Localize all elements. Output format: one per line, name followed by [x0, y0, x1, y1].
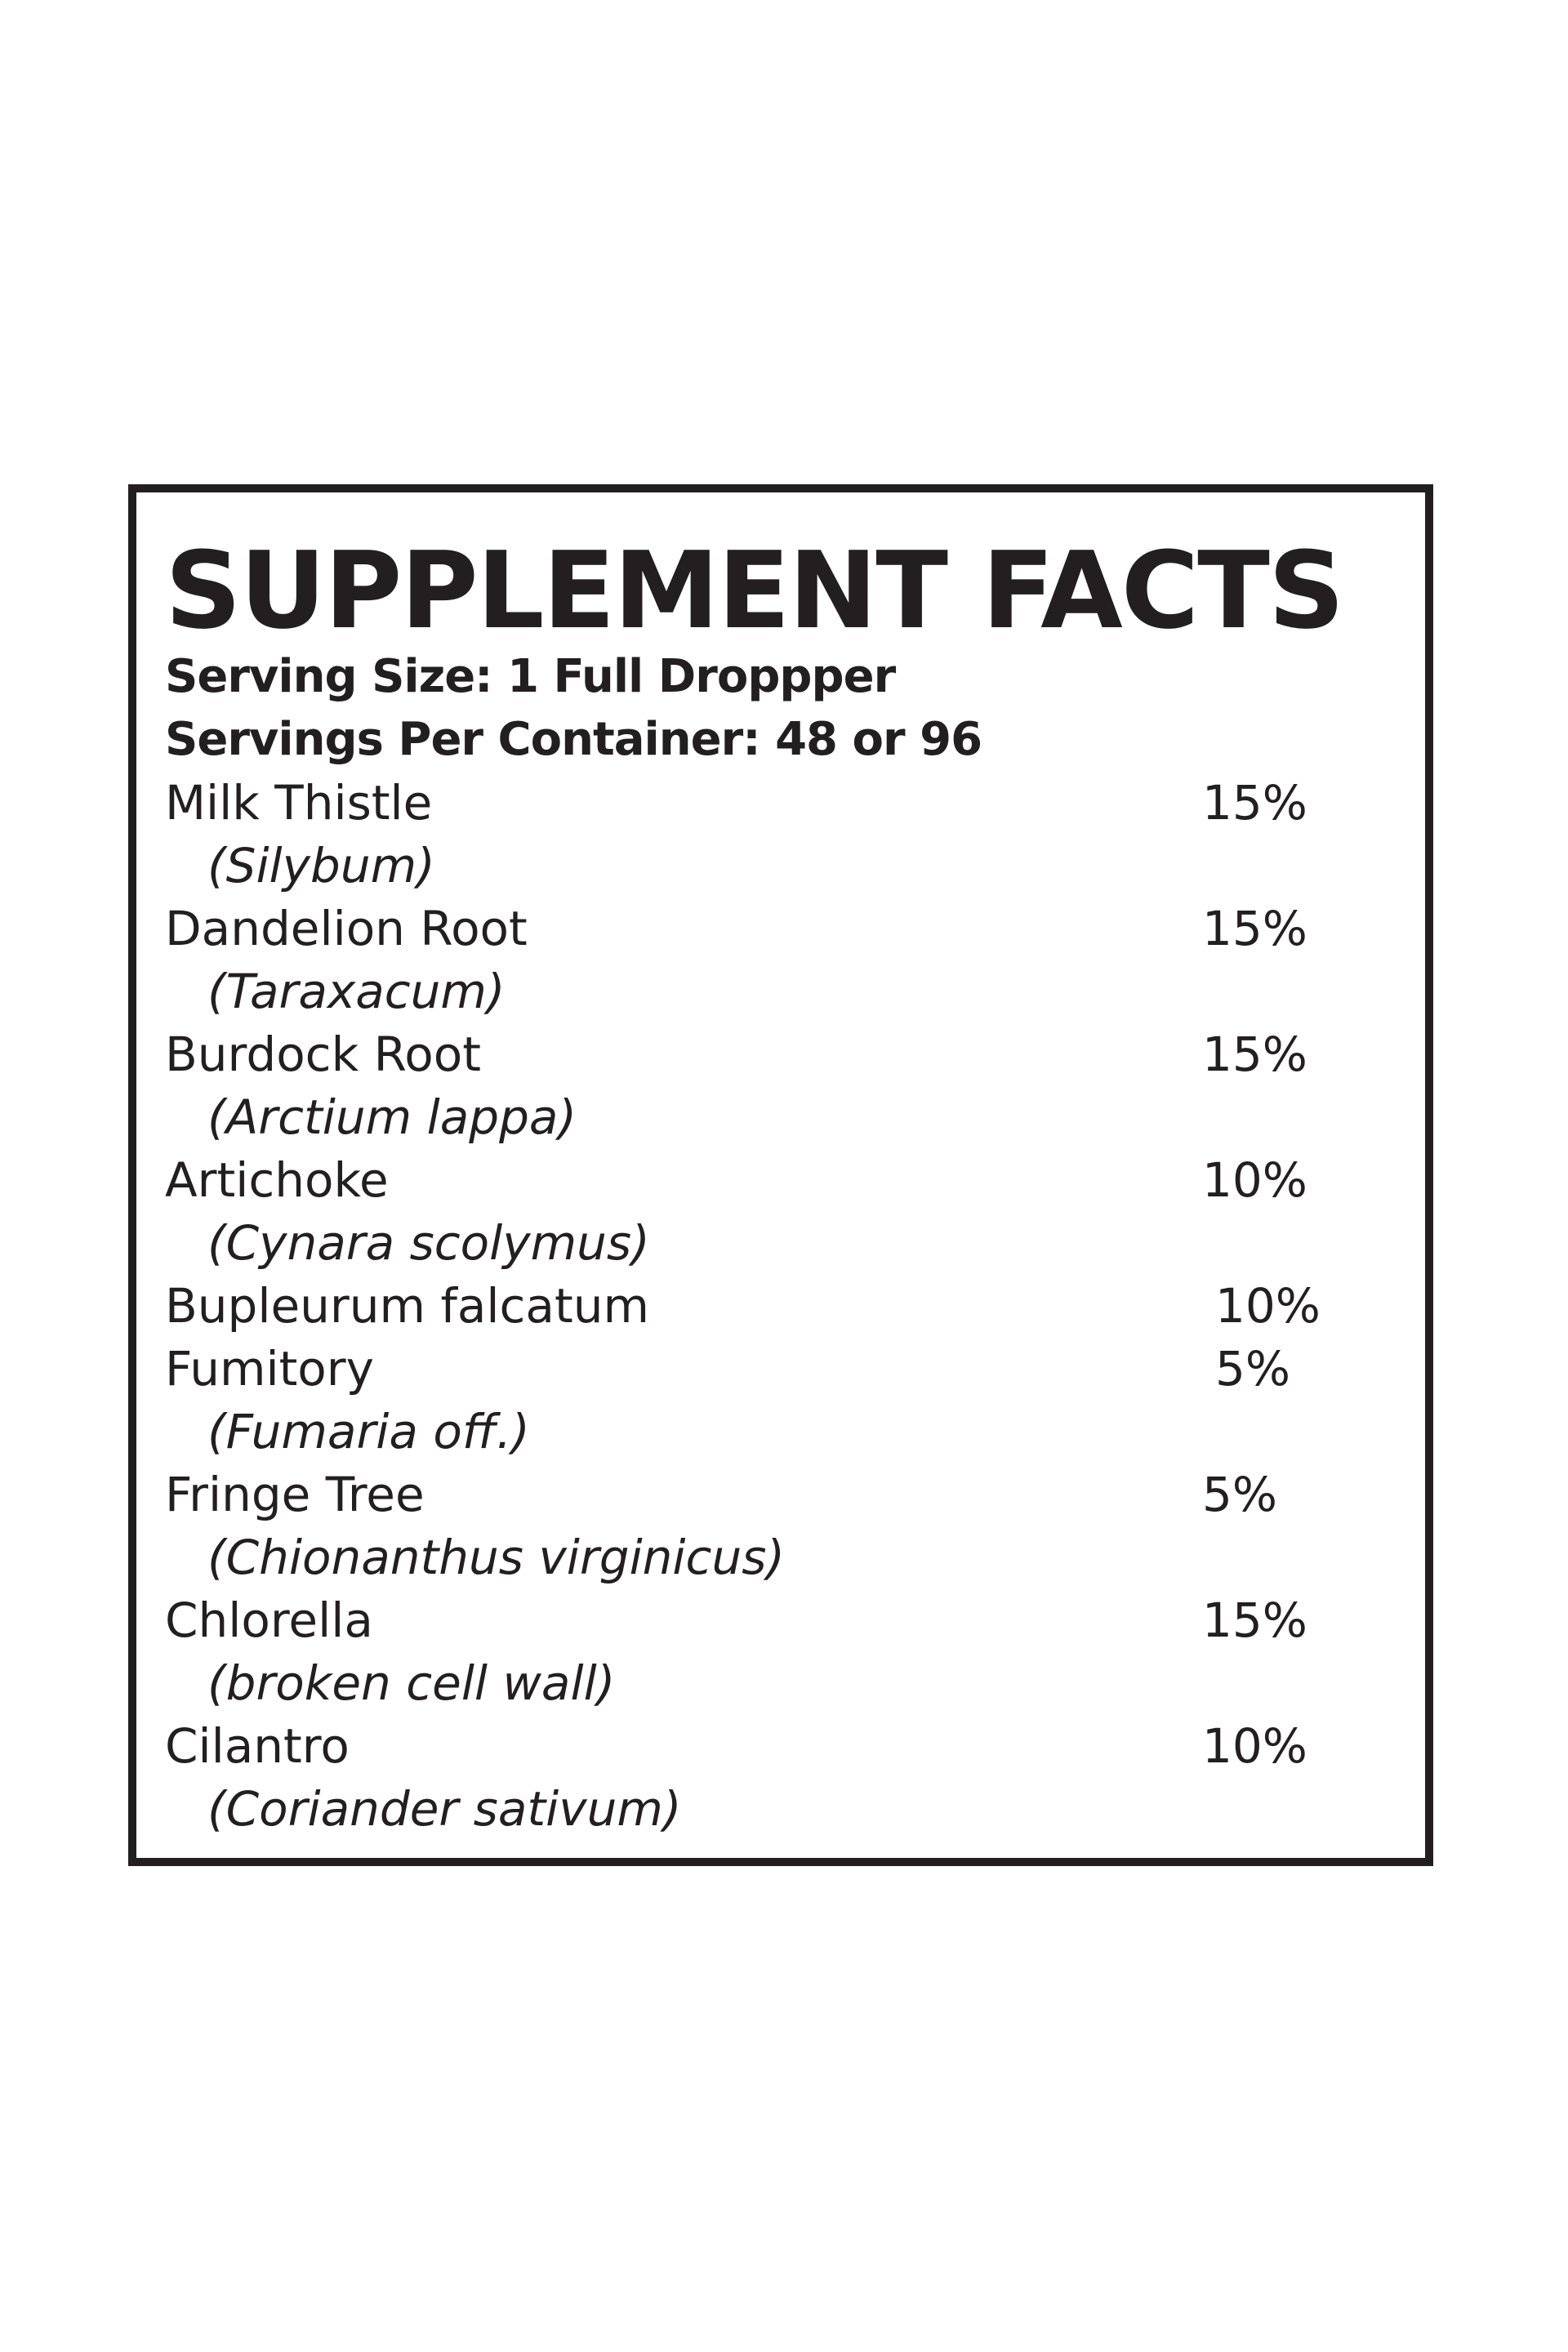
- ingredient-percent: 15%: [1202, 1592, 1307, 1648]
- ingredient-percent: 10%: [1202, 1718, 1307, 1774]
- ingredient-latin-row: (Taraxacum): [165, 960, 1390, 1023]
- ingredient-row: Burdock Root 15%: [165, 1023, 1390, 1086]
- ingredient-percent: 15%: [1202, 775, 1307, 831]
- ingredient-row: Artichoke 10%: [165, 1149, 1390, 1212]
- ingredient-latin-name: (broken cell wall): [207, 1655, 616, 1711]
- ingredient-percent: 10%: [1202, 1152, 1307, 1208]
- ingredient-latin-name: (Coriander sativum): [207, 1781, 682, 1837]
- ingredient-row: Chlorella 15%: [165, 1589, 1390, 1652]
- ingredient-row: Dandelion Root 15%: [165, 898, 1390, 960]
- ingredient-row: Milk Thistle 15%: [165, 772, 1390, 835]
- ingredient-row: Bupleurum falcatum 10%: [165, 1275, 1390, 1338]
- ingredient-latin-row: (Silybum): [165, 835, 1390, 898]
- ingredient-row: Cilantro 10%: [165, 1715, 1390, 1778]
- ingredient-latin-row: (Fumaria off.): [165, 1401, 1390, 1463]
- ingredient-percent: 15%: [1202, 901, 1307, 956]
- ingredient-list: Milk Thistle 15% (Silybum) Dandelion Roo…: [165, 772, 1390, 1841]
- servings-per-container: Servings Per Container: 48 or 96: [165, 713, 982, 766]
- ingredient-name: Fumitory: [165, 1341, 374, 1396]
- ingredient-name: Cilantro: [165, 1718, 350, 1774]
- ingredient-name: Artichoke: [165, 1152, 389, 1208]
- ingredient-latin-name: (Silybum): [207, 838, 435, 893]
- ingredient-latin-row: (Arctium lappa): [165, 1086, 1390, 1149]
- ingredient-latin-row: (Cynara scolymus): [165, 1212, 1390, 1275]
- ingredient-latin-row: (Coriander sativum): [165, 1778, 1390, 1841]
- ingredient-percent: 5%: [1202, 1467, 1278, 1522]
- ingredient-percent: 5%: [1215, 1341, 1291, 1396]
- ingredient-name: Chlorella: [165, 1592, 373, 1648]
- ingredient-name: Milk Thistle: [165, 775, 433, 831]
- ingredient-latin-name: (Chionanthus virginicus): [207, 1530, 786, 1585]
- facts-title: SUPPLEMENT FACTS: [165, 528, 1344, 653]
- ingredient-name: Burdock Root: [165, 1027, 481, 1082]
- ingredient-row: Fringe Tree 5%: [165, 1463, 1390, 1526]
- ingredient-latin-name: (Taraxacum): [207, 964, 506, 1019]
- ingredient-latin-name: (Arctium lappa): [207, 1089, 577, 1145]
- ingredient-latin-row: (Chionanthus virginicus): [165, 1526, 1390, 1589]
- ingredient-percent: 10%: [1215, 1278, 1321, 1334]
- serving-size: Serving Size: 1 Full Droppper: [165, 650, 896, 703]
- ingredient-percent: 15%: [1202, 1027, 1307, 1082]
- ingredient-latin-name: (Cynara scolymus): [207, 1215, 650, 1271]
- ingredient-name: Bupleurum falcatum: [165, 1278, 649, 1334]
- ingredient-latin-name: (Fumaria off.): [207, 1404, 530, 1459]
- ingredient-name: Fringe Tree: [165, 1467, 425, 1522]
- supplement-facts-panel: SUPPLEMENT FACTS Serving Size: 1 Full Dr…: [128, 484, 1433, 1866]
- ingredient-latin-row: (broken cell wall): [165, 1652, 1390, 1715]
- ingredient-name: Dandelion Root: [165, 901, 528, 956]
- ingredient-row: Fumitory 5%: [165, 1338, 1390, 1401]
